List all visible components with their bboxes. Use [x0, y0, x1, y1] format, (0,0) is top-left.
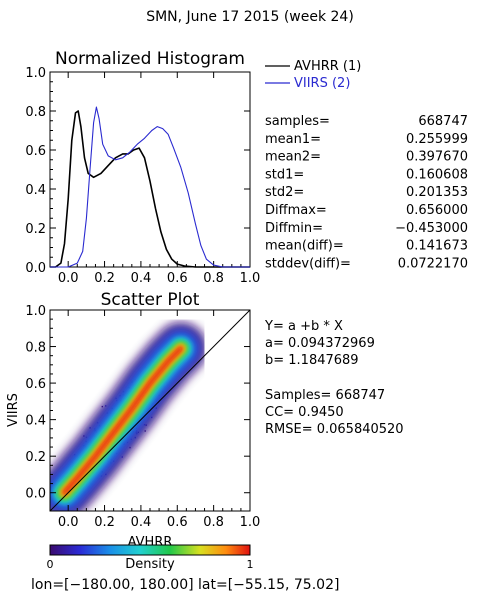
histogram-stats: samples= 668747 mean1= 0.255999 mean2= 0.3976…: [265, 114, 468, 271]
scatter-ytick-label: 0.6: [25, 377, 46, 392]
colorbar-max-label: 1: [247, 558, 254, 571]
scatter-ytick-label: 0.8: [25, 341, 46, 356]
colorbar-min-label: 0: [47, 558, 54, 571]
stat-value: 0.656000: [406, 203, 468, 218]
stat-label: std2=: [265, 185, 304, 200]
scatter-ytick-label: 0.2: [25, 450, 46, 465]
stat-value: 0.160608: [406, 167, 468, 182]
histogram-ytick-label: 0.0: [25, 261, 46, 276]
scatter-xtick-label: 0.0: [58, 515, 79, 530]
scatter-axes: 0.0 0.2 0.4 0.6 0.8 1.0 0.0 0.2 0.4 0.6 0.8 1.0: [25, 304, 260, 530]
summary-rmse: RMSE= 0.065840520: [265, 422, 404, 437]
scatter-xtick-label: 0.4: [131, 515, 152, 530]
histogram-xtick-label: 1.0: [240, 271, 261, 286]
stat-value: 0.201353: [406, 185, 468, 200]
histogram-legend: AVHRR (1) VIIRS (2): [265, 59, 361, 91]
histogram-frame: [49, 71, 251, 268]
stat-value: −0.453000: [395, 221, 468, 236]
scatter-density: [50, 322, 207, 511]
stat-label: Diffmin=: [265, 221, 323, 236]
histogram-xtick-label: 0.4: [131, 271, 152, 286]
histogram-series-viirs: [50, 106, 250, 268]
scatter-ytick-label: 1.0: [25, 304, 46, 319]
stat-value: 0.255999: [406, 132, 468, 147]
summary-samples: Samples= 668747: [265, 388, 385, 403]
stat-label: mean(diff)=: [265, 239, 344, 254]
scatter-ytick-label: 0.4: [25, 414, 46, 429]
stat-value: 668747: [418, 114, 468, 129]
stat-label: stddev(diff)=: [265, 256, 351, 271]
fit-line-equation: Y= a +b * X: [264, 319, 343, 334]
stat-label: Diffmax=: [265, 203, 327, 218]
one-to-one-line: [49, 309, 251, 512]
histogram-xtick-label: 0.2: [94, 271, 115, 286]
scatter-ylabel: VIIRS: [6, 393, 21, 427]
scatter-xtick-label: 1.0: [240, 515, 261, 530]
histogram-ytick-label: 0.6: [25, 144, 46, 159]
stat-label: mean2=: [265, 150, 321, 165]
histogram-lines: [50, 106, 250, 268]
fit-line-b: b= 1.1847689: [265, 353, 359, 368]
stat-label: samples=: [265, 114, 330, 129]
histogram-title: Normalized Histogram: [55, 49, 245, 69]
histogram-axes: 0.0 0.2 0.4 0.6 0.8 1.0 0.0 0.2 0.4 0.6 0.8 1.0: [25, 66, 260, 286]
histogram-xtick-label: 0.0: [58, 271, 79, 286]
summary-cc: CC= 0.9450: [265, 405, 344, 420]
legend-label-avhrr: AVHRR (1): [294, 59, 361, 74]
scatter-xtick-label: 0.2: [94, 515, 115, 530]
scatter-xtick-label: 0.6: [167, 515, 188, 530]
scatter-title: Scatter Plot: [101, 290, 200, 310]
histogram-ytick-label: 0.4: [25, 183, 46, 198]
stat-label: mean1=: [265, 132, 321, 147]
histogram-xtick-label: 0.6: [167, 271, 188, 286]
density-colorbar: [49, 544, 251, 556]
histogram-ytick-label: 1.0: [25, 66, 46, 81]
lon-lat-range: lon=[−180.00, 180.00] lat=[−55.15, 75.02…: [31, 577, 339, 593]
stat-value: 0.141673: [406, 239, 468, 254]
histogram-series-avhrr: [50, 110, 250, 268]
scatter-xtick-label: 0.8: [203, 515, 224, 530]
histogram-ytick-label: 0.8: [25, 105, 46, 120]
scatter-ytick-label: 0.0: [25, 487, 46, 502]
density-band-7: [62, 346, 183, 495]
page-title: SMN, June 17 2015 (week 24): [146, 9, 354, 25]
colorbar-label: Density: [125, 557, 175, 572]
histogram-ytick-label: 0.2: [25, 222, 46, 237]
legend-label-viirs: VIIRS (2): [294, 76, 350, 91]
histogram-xtick-label: 0.8: [203, 271, 224, 286]
fit-line-a: a= 0.094372969: [265, 336, 375, 351]
stat-value: 0.397670: [406, 150, 468, 165]
stat-label: std1=: [265, 167, 304, 182]
stat-value: 0.0722170: [398, 256, 468, 271]
